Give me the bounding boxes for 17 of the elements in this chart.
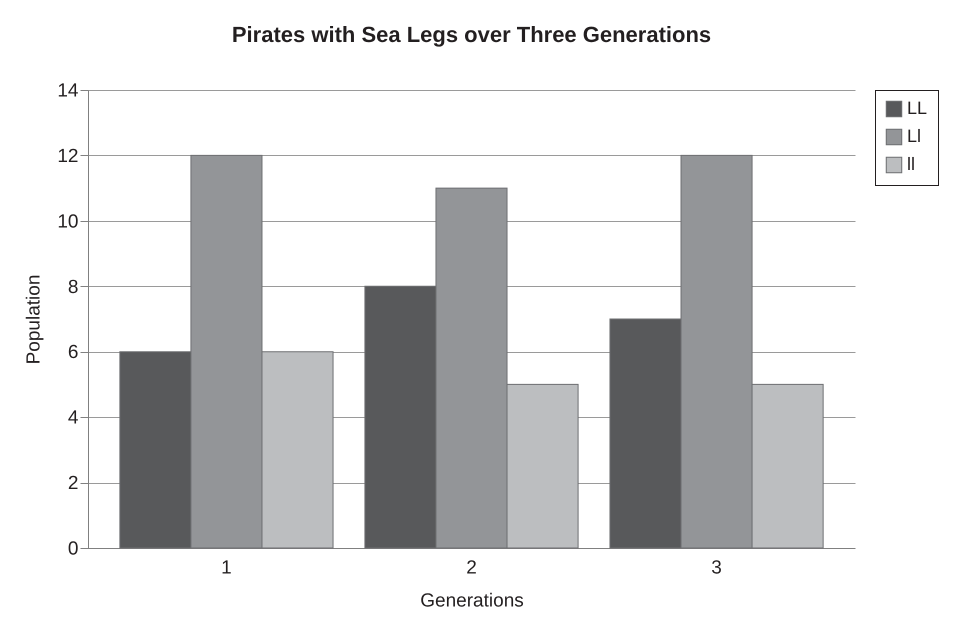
chart-title: Pirates with Sea Legs over Three Generations [232, 22, 712, 47]
y-tick-label: 10 [57, 211, 78, 232]
y-tick-label: 6 [68, 342, 78, 364]
y-axis-title: Population [23, 274, 44, 364]
y-tick-label: 2 [68, 473, 78, 494]
x-tick-label: 2 [466, 558, 477, 578]
legend-label: LL [907, 98, 928, 118]
y-tick-label: 12 [57, 146, 78, 167]
x-axis-title: Generations [420, 590, 524, 612]
legend-label: Ll [907, 126, 922, 146]
legend-label: ll [907, 154, 915, 174]
y-tick-label: 14 [57, 80, 79, 102]
y-tick-label: 4 [68, 408, 79, 429]
y-tick-label: 8 [68, 276, 78, 298]
x-tick-label: 1 [221, 558, 232, 578]
y-tick-label: 0 [68, 538, 78, 560]
x-tick-label: 3 [711, 558, 722, 578]
